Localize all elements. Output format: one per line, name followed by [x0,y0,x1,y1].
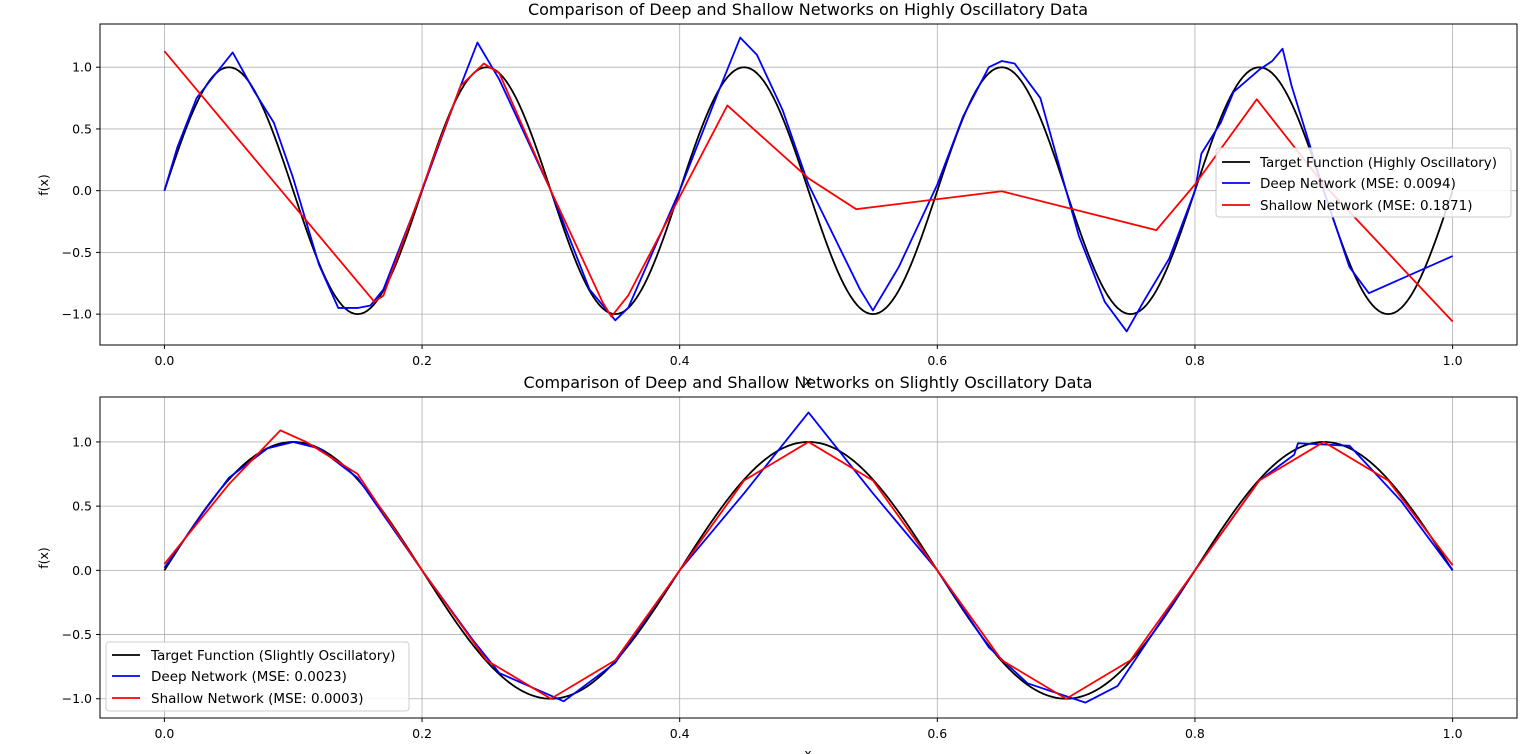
x-axis-label: x [804,746,811,754]
grid [100,397,1517,718]
bottom-chart: Comparison of Deep and Shallow Networks … [36,373,1518,754]
x-tick-label: 0.6 [927,726,947,741]
series-lines [163,411,1454,704]
legend: Target Function (Slightly Oscillatory) D… [105,641,410,712]
y-tick-label: −0.5 [62,245,92,260]
y-tick-label: −0.5 [62,627,92,642]
legend-box [105,641,410,712]
chart-title: Comparison of Deep and Shallow Networks … [524,373,1093,392]
legend-label-deep: Deep Network (MSE: 0.0023) [151,669,347,685]
legend-label-deep: Deep Network (MSE: 0.0094) [1260,176,1456,192]
plot-frame [99,23,1518,346]
legend-label-shallow: Shallow Network (MSE: 0.1871) [1260,198,1473,214]
plot-frame [99,396,1518,719]
y-tick-label: 1.0 [72,60,92,75]
legend-label-target: Target Function (Highly Oscillatory) [1259,155,1497,171]
x-tick-label: 0.0 [154,726,174,741]
x-tick-label: 0.4 [670,353,690,368]
x-tick-label: 0.8 [1185,353,1205,368]
series-line-shallow [163,429,1454,700]
y-axis-label: f(x) [36,547,51,569]
y-axis-label: f(x) [36,174,51,196]
x-tick-label: 0.0 [154,353,174,368]
x-tick-label: 0.2 [412,353,432,368]
y-tick-label: −1.0 [62,307,92,322]
x-tick-label: 1.0 [1443,353,1463,368]
series-line-shallow [163,50,1454,323]
x-tick-label: 1.0 [1443,726,1463,741]
top-chart: Comparison of Deep and Shallow Networks … [36,0,1518,388]
x-tick-label: 0.4 [670,726,690,741]
x-tick-label: 0.8 [1185,726,1205,741]
series-lines [163,36,1454,333]
legend-box [1215,147,1512,218]
legend: Target Function (Highly Oscillatory) Dee… [1215,147,1512,218]
series-line-deep [163,36,1453,333]
tick-marks: 0.0 0.2 0.4 0.6 0.8 1.0 −1.0 −0.5 0.0 0.5 1.0 [62,60,1463,368]
y-tick-label: 1.0 [72,434,92,449]
x-tick-label: 0.2 [412,726,432,741]
tick-marks: 0.0 0.2 0.4 0.6 0.8 1.0 −1.0 −0.5 0.0 0.5 1.0 [62,434,1463,741]
y-tick-label: 0.0 [72,563,92,578]
y-tick-label: −1.0 [62,691,92,706]
y-tick-label: 0.5 [72,121,92,136]
series-line-deep [163,411,1454,704]
x-axis-label: x [804,373,811,388]
chart-title: Comparison of Deep and Shallow Networks … [528,0,1088,19]
legend-label-target: Target Function (Slightly Oscillatory) [150,648,396,664]
y-tick-label: 0.5 [72,499,92,514]
y-tick-label: 0.0 [72,183,92,198]
legend-label-shallow: Shallow Network (MSE: 0.0003) [151,691,364,707]
x-tick-label: 0.6 [927,353,947,368]
